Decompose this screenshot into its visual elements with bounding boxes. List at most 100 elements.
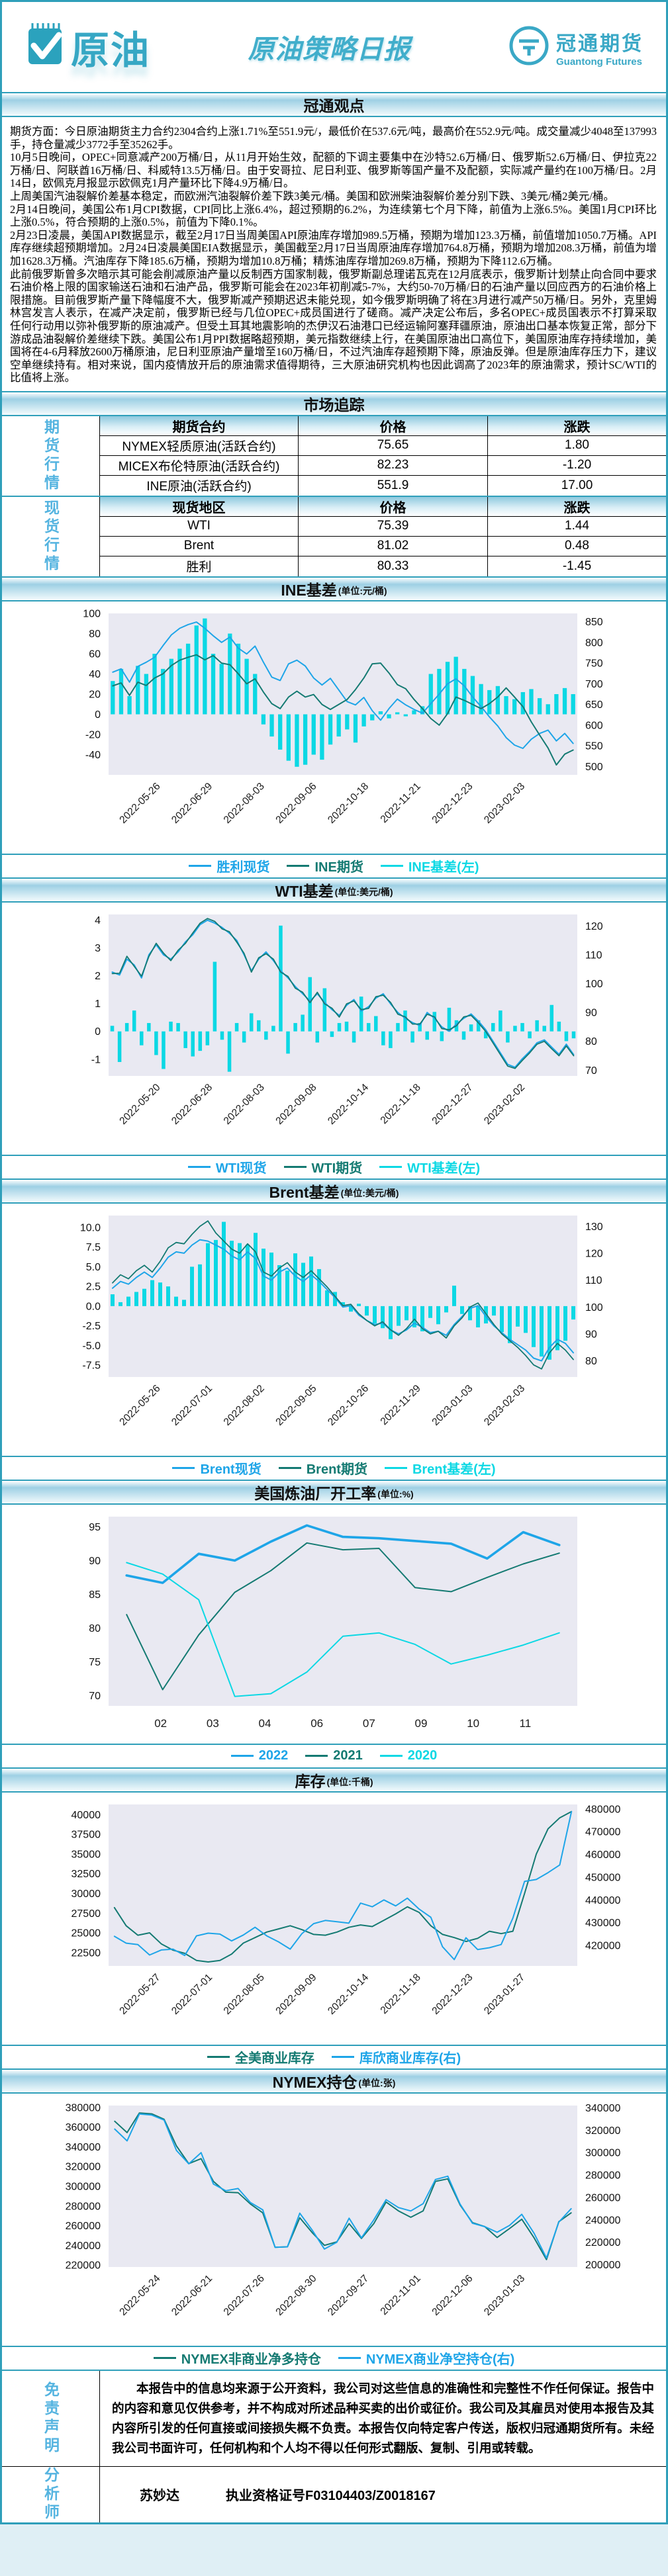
svg-text:2022-05-20: 2022-05-20 — [117, 1081, 162, 1126]
svg-text:2023-01-03: 2023-01-03 — [482, 2273, 527, 2318]
legend-line-swatch — [172, 1467, 195, 1470]
table-cell: 551.9 — [299, 475, 488, 496]
viewpoint-paragraph: 上周美国汽油裂解价差基本稳定，而欧洲汽油裂解价差下跌3美元/桶。美国和欧洲柴油裂… — [10, 189, 615, 202]
svg-text:03: 03 — [207, 1717, 219, 1730]
svg-text:2022-06-21: 2022-06-21 — [169, 2273, 215, 2318]
svg-text:-1: -1 — [91, 1054, 101, 1065]
svg-text:2022-07-01: 2022-07-01 — [169, 1972, 215, 2017]
futures-side-label: 期货行情 — [2, 416, 100, 496]
table-cell: -1.20 — [488, 455, 666, 476]
svg-text:80: 80 — [89, 1623, 101, 1634]
svg-text:2022-06-29: 2022-06-29 — [169, 781, 215, 826]
legend-line-swatch — [379, 1755, 403, 1757]
analyst-label: 分析师 — [2, 2466, 100, 2522]
table-cell: MICEX布伦特原油(活跃合约) — [100, 455, 299, 476]
chart-title-bar: 美国炼油厂开工率 (单位:%) — [2, 1479, 666, 1505]
section-wti-basis: WTI基差 (单位:美元/桶) -1 0 1 2 3 4 70 80 90 100 110 120 202… — [2, 877, 666, 1178]
svg-text:09: 09 — [415, 1717, 428, 1730]
svg-text:120: 120 — [585, 921, 603, 932]
legend-line-swatch — [379, 1166, 403, 1169]
legend-item: INE期货 — [287, 856, 363, 875]
chart-svg-wti-basis: -1 0 1 2 3 4 70 80 90 100 110 120 2022-05-20 2022-06-… — [91, 914, 603, 1127]
svg-text:2023-01-27: 2023-01-27 — [482, 1972, 527, 2017]
legend-line-swatch — [153, 2357, 176, 2360]
spot-side-label: 现货行情 — [2, 496, 100, 576]
svg-text:100: 100 — [83, 608, 101, 619]
chart-svg-refinery-utilization: 70 75 80 85 90 95 02 03 04 06 07 09 10 11 — [89, 1516, 577, 1730]
chart-area: -1 0 1 2 3 4 70 80 90 100 110 120 2022-05-20 2022-06-… — [2, 902, 666, 1155]
svg-text:470000: 470000 — [585, 1827, 620, 1838]
section-refinery-utilization: 美国炼油厂开工率 (单位:%) 70 75 80 85 90 95 02 03 04 06 07 09 1… — [2, 1479, 666, 1767]
svg-text:2022-06-28: 2022-06-28 — [169, 1082, 215, 1127]
svg-text:2023-02-03: 2023-02-03 — [482, 781, 527, 826]
svg-text:220000: 220000 — [585, 2237, 620, 2248]
svg-text:110: 110 — [585, 1275, 602, 1286]
svg-text:0: 0 — [95, 1026, 101, 1038]
svg-text:90: 90 — [585, 1329, 597, 1340]
svg-text:20: 20 — [89, 689, 101, 700]
brand-name-en: Guantong Futures — [555, 56, 642, 67]
svg-text:2022-11-01: 2022-11-01 — [379, 2273, 423, 2317]
legend-line-swatch — [189, 865, 212, 867]
svg-text:2022-07-01: 2022-07-01 — [169, 1383, 215, 1428]
legend-line-swatch — [384, 1467, 407, 1470]
legend-label: 2022 — [258, 1748, 289, 1763]
table-cell: 17.00 — [488, 475, 666, 496]
notepad-check-icon — [24, 22, 67, 73]
legend-label: Brent期货 — [306, 1462, 367, 1478]
chart-legend: 2022 2021 2020 — [2, 1743, 666, 1767]
svg-text:260000: 260000 — [66, 2221, 101, 2232]
legend-item: Brent基差(左) — [384, 1458, 496, 1478]
chart-area: 70 75 80 85 90 95 02 03 04 06 07 09 10 11 — [2, 1504, 666, 1744]
chart-title-bar: Brent基差 (单位:美元/桶) — [2, 1178, 666, 1204]
legend-item: NYMEX非商业净多持仓 — [153, 2348, 321, 2368]
svg-text:2022-08-03: 2022-08-03 — [222, 781, 267, 826]
legend-line-swatch — [338, 2357, 361, 2360]
table-cell: 胜利 — [100, 556, 299, 576]
viewpoint-title: 冠通观点 — [303, 97, 365, 114]
svg-text:2022-11-18: 2022-11-18 — [379, 1972, 423, 2016]
guantong-logo-icon — [508, 25, 549, 69]
svg-text:2022-09-06: 2022-09-06 — [273, 781, 318, 826]
legend-item: Brent现货 — [172, 1458, 262, 1478]
svg-text:22500: 22500 — [72, 1947, 101, 1959]
svg-text:700: 700 — [585, 679, 603, 690]
section-inventory: 库存 (单位:千桶) 22500 25000 27500 30000 32500 35000… — [2, 1767, 666, 2068]
svg-text:-2.5: -2.5 — [82, 1321, 101, 1332]
svg-text:2.5: 2.5 — [86, 1281, 101, 1292]
logo-text: 原油 — [71, 29, 151, 72]
svg-text:2022-05-26: 2022-05-26 — [117, 781, 162, 826]
svg-text:220000: 220000 — [66, 2260, 101, 2271]
svg-text:430000: 430000 — [585, 1918, 620, 1929]
table-cell: -1.45 — [488, 556, 666, 576]
svg-text:-40: -40 — [85, 750, 101, 761]
chart-title-bar: WTI基差 (单位:美元/桶) — [2, 877, 666, 903]
report-header: 原油 原油策略日报 冠通期货 Guantong Futures — [2, 2, 666, 92]
legend-item: WTI基差(左) — [379, 1157, 480, 1177]
chart-area: 22500 25000 27500 30000 32500 35000 37500 40000… — [2, 1792, 666, 2045]
svg-text:4: 4 — [95, 915, 101, 926]
svg-text:11: 11 — [520, 1717, 532, 1730]
analyst-cert: 执业资格证号F03104403/Z0018167 — [226, 2489, 436, 2504]
viewpoint-paragraph: 此前俄罗斯曾多次暗示其可能会削减原油产量以反制西方国家制裁，俄罗斯副总理诺瓦克在… — [10, 267, 657, 384]
svg-text:420000: 420000 — [585, 1940, 620, 1951]
column-header: 涨跌 — [488, 496, 666, 517]
chart-legend: 全美商业库存 库欣商业库存(右) — [2, 2044, 666, 2068]
chart-title-bar: INE基差 (单位:元/桶) — [2, 576, 666, 601]
svg-text:650: 650 — [585, 699, 603, 711]
svg-text:120: 120 — [585, 1248, 603, 1259]
svg-text:30000: 30000 — [72, 1888, 101, 1900]
svg-text:280000: 280000 — [66, 2201, 101, 2212]
brand-name-cn: 冠通期货 — [555, 32, 644, 55]
svg-text:27500: 27500 — [72, 1908, 101, 1920]
disclaimer-text: 本报告中的信息均来源于公开资料，我公司对这些信息的准确性和完整性不作任何保证。报… — [112, 2381, 654, 2455]
svg-text:7.5: 7.5 — [86, 1242, 101, 1253]
section-nymex-positions: NYMEX持仓 (单位:张) 220000 240000 260000 280000 30… — [2, 2068, 666, 2370]
svg-text:-7.5: -7.5 — [82, 1360, 101, 1372]
svg-text:2022-11-29: 2022-11-29 — [379, 1383, 423, 1427]
legend-label: WTI基差(左) — [407, 1161, 481, 1177]
guantong-brand: 冠通期货 Guantong Futures — [508, 25, 644, 69]
svg-text:240000: 240000 — [585, 2215, 620, 2226]
chart-svg-ine-basis: -40 -20 0 20 40 60 80 100 500 550 600 650 700 750 800 8… — [83, 608, 603, 826]
svg-text:100: 100 — [585, 1302, 603, 1313]
